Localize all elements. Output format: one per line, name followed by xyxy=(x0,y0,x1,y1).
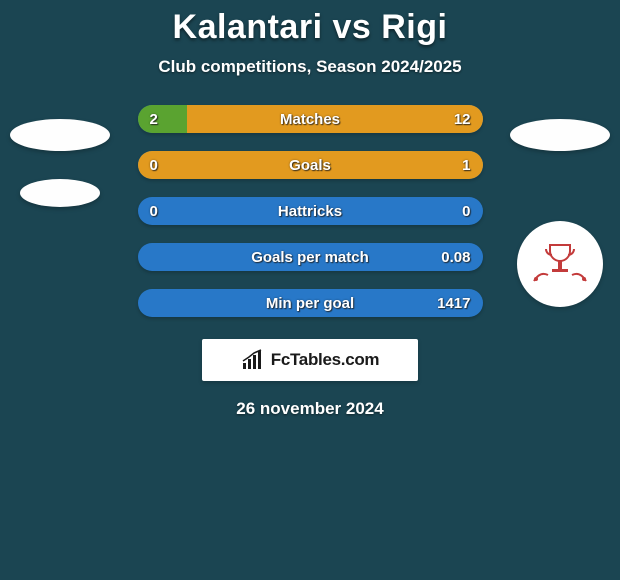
brand-chart-icon xyxy=(241,349,265,371)
stat-value-right: 0.08 xyxy=(441,243,470,271)
trophy-emblem-icon xyxy=(528,239,592,289)
vs-separator: vs xyxy=(332,8,371,46)
right-logo-column xyxy=(500,105,620,307)
team-a-logo-1 xyxy=(10,119,110,151)
stat-label: Hattricks xyxy=(138,197,483,225)
stat-value-right: 1 xyxy=(462,151,470,179)
left-logo-column xyxy=(0,105,120,207)
player-b-name: Rigi xyxy=(381,8,447,46)
date-text: 26 november 2024 xyxy=(0,399,620,419)
body-area: Matches212Goals01Hattricks00Goals per ma… xyxy=(0,105,620,419)
stat-value-right: 0 xyxy=(462,197,470,225)
stat-value-left: 0 xyxy=(150,197,158,225)
stat-bar: Min per goal1417 xyxy=(138,289,483,317)
brand-badge[interactable]: FcTables.com xyxy=(202,339,418,381)
stat-bar: Goals per match0.08 xyxy=(138,243,483,271)
team-a-logo-2 xyxy=(20,179,100,207)
stat-label: Goals xyxy=(138,151,483,179)
stat-bars: Matches212Goals01Hattricks00Goals per ma… xyxy=(138,105,483,317)
team-b-logo-1 xyxy=(510,119,610,151)
comparison-infographic: Kalantari vs Rigi Club competitions, Sea… xyxy=(0,0,620,580)
stat-bar: Matches2 12 xyxy=(138,105,483,133)
stat-bar: Hattricks0 0 xyxy=(138,197,483,225)
stat-label: Min per goal xyxy=(138,289,483,317)
subtitle: Club competitions, Season 2024/2025 xyxy=(0,57,620,77)
stat-value-left: 2 xyxy=(150,105,158,133)
stat-value-right: 1417 xyxy=(437,289,470,317)
team-b-emblem xyxy=(517,221,603,307)
stat-value-left: 0 xyxy=(150,151,158,179)
stat-bar: Goals0 1 xyxy=(138,151,483,179)
stat-label: Goals per match xyxy=(138,243,483,271)
player-a-name: Kalantari xyxy=(173,8,323,46)
stat-label: Matches xyxy=(138,105,483,133)
stat-value-right: 12 xyxy=(454,105,471,133)
brand-text: FcTables.com xyxy=(271,350,380,370)
page-title: Kalantari vs Rigi xyxy=(0,0,620,47)
